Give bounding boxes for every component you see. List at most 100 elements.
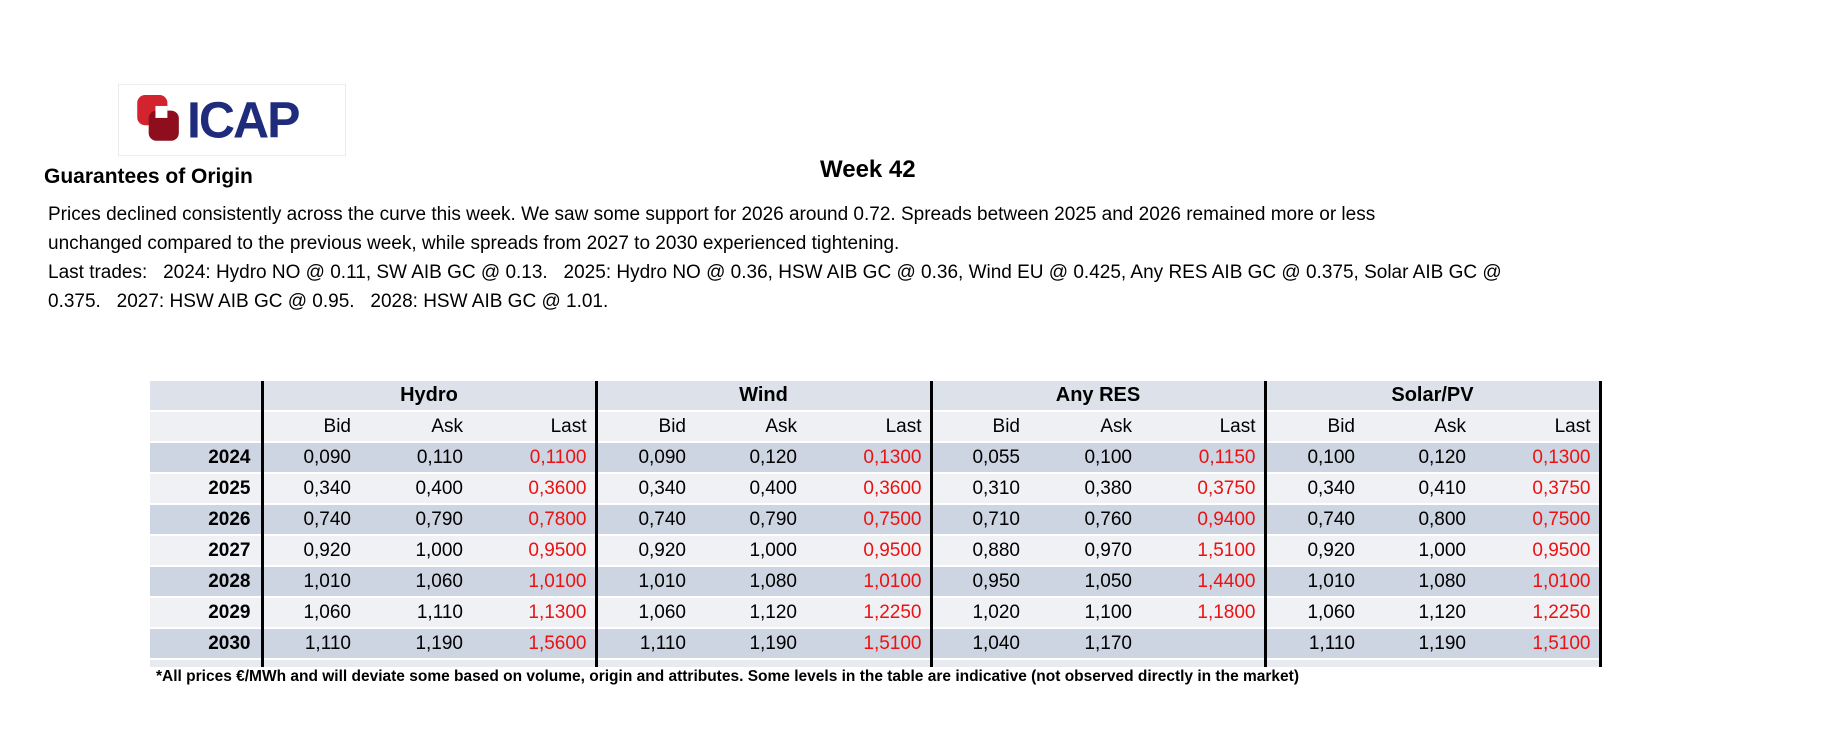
price-cell: 0,1150 bbox=[1154, 442, 1265, 474]
report-title: Guarantees of Origin bbox=[44, 165, 253, 188]
price-cell: 0,7800 bbox=[485, 504, 596, 536]
subheader-cell: Bid bbox=[594, 411, 708, 443]
icap-logo-mark-icon bbox=[137, 95, 179, 141]
price-cell: 0,9500 bbox=[1488, 535, 1602, 567]
subheader-cell: Ask bbox=[1377, 411, 1488, 443]
table-row: 2024 0,090 0,110 0,1100 0,090 0,120 0,1300 0,05… bbox=[150, 442, 1602, 474]
price-cell: 1,040 bbox=[929, 628, 1042, 660]
table-footnote: *All prices €/MWh and will deviate some … bbox=[156, 668, 1299, 685]
price-cell: 0,3600 bbox=[485, 473, 596, 505]
price-cell: 0,340 bbox=[594, 473, 708, 505]
price-cell: 1,0100 bbox=[1488, 566, 1602, 598]
year-cell: 2025 bbox=[150, 473, 262, 505]
tail-cell bbox=[1263, 659, 1377, 667]
table-row: 2030 1,110 1,190 1,5600 1,110 1,190 1,5100 1,04… bbox=[150, 628, 1602, 660]
table-subheader-row: Bid Ask Last Bid Ask Last Bid Ask Last Bid Ask Last bbox=[150, 411, 1602, 443]
tail-cell bbox=[1154, 659, 1265, 667]
subheader-cell: Bid bbox=[1263, 411, 1377, 443]
price-cell: 0,410 bbox=[1377, 473, 1488, 505]
price-cell: 0,3750 bbox=[1154, 473, 1265, 505]
price-cell: 0,7500 bbox=[819, 504, 931, 536]
price-cell: 0,950 bbox=[929, 566, 1042, 598]
year-column-header bbox=[150, 381, 262, 412]
group-header: Wind bbox=[594, 381, 931, 412]
subheader-cell: Last bbox=[819, 411, 931, 443]
tail-cell bbox=[1488, 659, 1602, 667]
subheader-cell: Ask bbox=[708, 411, 819, 443]
price-cell: 0,740 bbox=[594, 504, 708, 536]
prices-table: Hydro Wind Any RES Solar/PV Bid Ask Last Bid Ask… bbox=[150, 381, 1602, 667]
subheader-cell: Bid bbox=[260, 411, 373, 443]
price-cell: 1,0100 bbox=[485, 566, 596, 598]
tail-cell bbox=[485, 659, 596, 667]
price-cell: 1,100 bbox=[1042, 597, 1154, 629]
price-cell: 1,010 bbox=[1263, 566, 1377, 598]
price-cell: 1,5100 bbox=[819, 628, 931, 660]
price-cell: 1,1800 bbox=[1154, 597, 1265, 629]
tail-cell bbox=[1377, 659, 1488, 667]
subheader-cell: Last bbox=[485, 411, 596, 443]
price-cell: 0,740 bbox=[260, 504, 373, 536]
price-cell: 0,120 bbox=[708, 442, 819, 474]
logo-text: ICAP bbox=[187, 91, 300, 149]
price-cell: 0,400 bbox=[373, 473, 485, 505]
year-cell: 2029 bbox=[150, 597, 262, 629]
table-group-header-row: Hydro Wind Any RES Solar/PV bbox=[150, 381, 1602, 412]
price-cell: 0,920 bbox=[260, 535, 373, 567]
price-cell: 0,055 bbox=[929, 442, 1042, 474]
tail-cell bbox=[373, 659, 485, 667]
price-cell: 0,760 bbox=[1042, 504, 1154, 536]
price-cell: 0,920 bbox=[594, 535, 708, 567]
table-tail-row bbox=[150, 659, 1602, 667]
price-cell: 1,110 bbox=[1263, 628, 1377, 660]
price-cell: 0,340 bbox=[1263, 473, 1377, 505]
price-cell: 0,970 bbox=[1042, 535, 1154, 567]
price-cell: 0,340 bbox=[260, 473, 373, 505]
price-cell: 1,2250 bbox=[1488, 597, 1602, 629]
group-header: Any RES bbox=[929, 381, 1265, 412]
group-header: Solar/PV bbox=[1263, 381, 1602, 412]
price-cell: 1,4400 bbox=[1154, 566, 1265, 598]
table-row: 2028 1,010 1,060 1,0100 1,010 1,080 1,0100 0,95… bbox=[150, 566, 1602, 598]
price-cell: 1,120 bbox=[1377, 597, 1488, 629]
price-cell: 1,190 bbox=[1377, 628, 1488, 660]
price-cell: 0,120 bbox=[1377, 442, 1488, 474]
price-cell: 0,740 bbox=[1263, 504, 1377, 536]
subheader-cell: Last bbox=[1488, 411, 1602, 443]
price-cell: 1,110 bbox=[594, 628, 708, 660]
price-cell: 1,190 bbox=[373, 628, 485, 660]
price-cell: 1,080 bbox=[1377, 566, 1488, 598]
group-header: Hydro bbox=[260, 381, 596, 412]
price-cell: 0,3750 bbox=[1488, 473, 1602, 505]
icap-logo: ICAP bbox=[118, 84, 346, 156]
year-cell: 2027 bbox=[150, 535, 262, 567]
tail-cell bbox=[594, 659, 708, 667]
table-row: 2026 0,740 0,790 0,7800 0,740 0,790 0,7500 0,71… bbox=[150, 504, 1602, 536]
price-cell bbox=[1154, 628, 1265, 660]
subheader-cell: Bid bbox=[929, 411, 1042, 443]
price-cell: 1,060 bbox=[594, 597, 708, 629]
price-cell: 1,1300 bbox=[485, 597, 596, 629]
price-cell: 1,110 bbox=[260, 628, 373, 660]
price-cell: 1,080 bbox=[708, 566, 819, 598]
tail-cell bbox=[929, 659, 1042, 667]
price-cell: 0,310 bbox=[929, 473, 1042, 505]
table-row: 2027 0,920 1,000 0,9500 0,920 1,000 0,9500 0,88… bbox=[150, 535, 1602, 567]
price-cell: 1,5100 bbox=[1154, 535, 1265, 567]
commentary-line: Last trades: 2024: Hydro NO @ 0.11, SW A… bbox=[48, 262, 1502, 283]
year-cell: 2030 bbox=[150, 628, 262, 660]
price-cell: 1,120 bbox=[708, 597, 819, 629]
tail-cell bbox=[260, 659, 373, 667]
price-cell: 0,090 bbox=[594, 442, 708, 474]
price-cell: 0,920 bbox=[1263, 535, 1377, 567]
subheader-cell: Ask bbox=[373, 411, 485, 443]
year-column-header bbox=[150, 411, 262, 443]
price-cell: 1,5600 bbox=[485, 628, 596, 660]
price-cell: 0,1100 bbox=[485, 442, 596, 474]
year-cell: 2026 bbox=[150, 504, 262, 536]
price-cell: 1,000 bbox=[1377, 535, 1488, 567]
price-cell: 0,710 bbox=[929, 504, 1042, 536]
price-cell: 0,9500 bbox=[485, 535, 596, 567]
tail-cell bbox=[150, 659, 262, 667]
